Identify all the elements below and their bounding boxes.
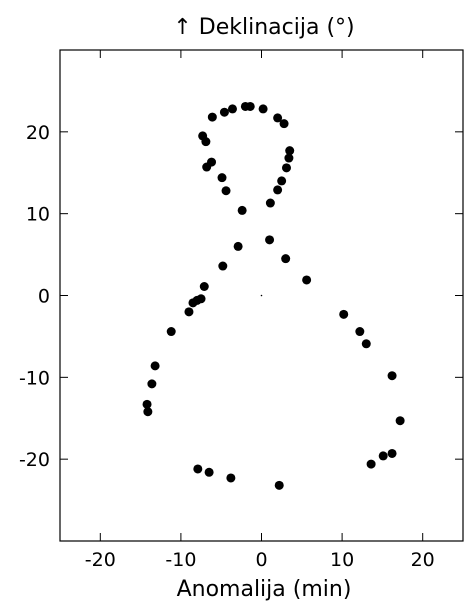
data-point [184, 307, 194, 317]
data-point [166, 327, 176, 337]
data-point [274, 480, 284, 490]
data-point [281, 254, 291, 264]
x-tick-label: -10 [165, 549, 196, 571]
data-point [281, 163, 291, 173]
data-point [188, 298, 198, 308]
data-point [355, 327, 365, 337]
origin-marker [260, 294, 263, 297]
data-point [378, 451, 388, 461]
y-tick-label: -10 [19, 367, 50, 389]
data-point [387, 371, 397, 381]
y-tick-label: 10 [26, 204, 50, 226]
data-point [201, 137, 211, 147]
data-point [366, 459, 376, 469]
data-point [265, 235, 275, 245]
data-point [285, 146, 295, 156]
data-point [221, 186, 231, 196]
data-point [387, 448, 397, 458]
data-point [207, 112, 217, 122]
y-tick-label: 20 [26, 122, 50, 144]
data-point [395, 416, 405, 426]
data-point [284, 153, 294, 163]
data-points [142, 101, 405, 490]
data-point [143, 407, 153, 417]
x-tick-label: 10 [330, 549, 354, 571]
x-axis-label: Anomalija (min) [177, 577, 352, 602]
data-point [219, 107, 229, 117]
data-point [227, 104, 237, 114]
data-point [226, 473, 236, 483]
data-point [361, 339, 371, 349]
axis-ticks [60, 50, 463, 541]
data-point [217, 173, 227, 183]
data-point [193, 464, 203, 474]
data-point [279, 119, 289, 129]
data-point [142, 399, 152, 409]
data-point [150, 361, 160, 371]
data-point [199, 281, 209, 291]
data-point [204, 467, 214, 477]
data-point [302, 275, 312, 285]
x-tick-label: 0 [255, 549, 267, 571]
x-tick-label: 20 [411, 549, 435, 571]
data-point [237, 205, 247, 215]
tick-labels: -20 -10 0 10 20 -20 -10 0 10 20 [19, 122, 435, 571]
data-point [233, 241, 243, 251]
data-point [277, 176, 287, 186]
data-point [265, 198, 275, 208]
data-point [339, 309, 349, 319]
data-point [273, 185, 283, 195]
data-point [258, 104, 268, 114]
y-tick-label: 0 [38, 286, 50, 308]
y-tick-label: -20 [19, 449, 50, 471]
data-point [273, 113, 283, 123]
chart-title: ↑ Deklinacija (°) [173, 15, 354, 40]
x-tick-label: -20 [85, 549, 116, 571]
data-point [245, 101, 255, 111]
data-point [147, 379, 157, 389]
data-point [218, 261, 228, 271]
data-point [202, 162, 212, 172]
